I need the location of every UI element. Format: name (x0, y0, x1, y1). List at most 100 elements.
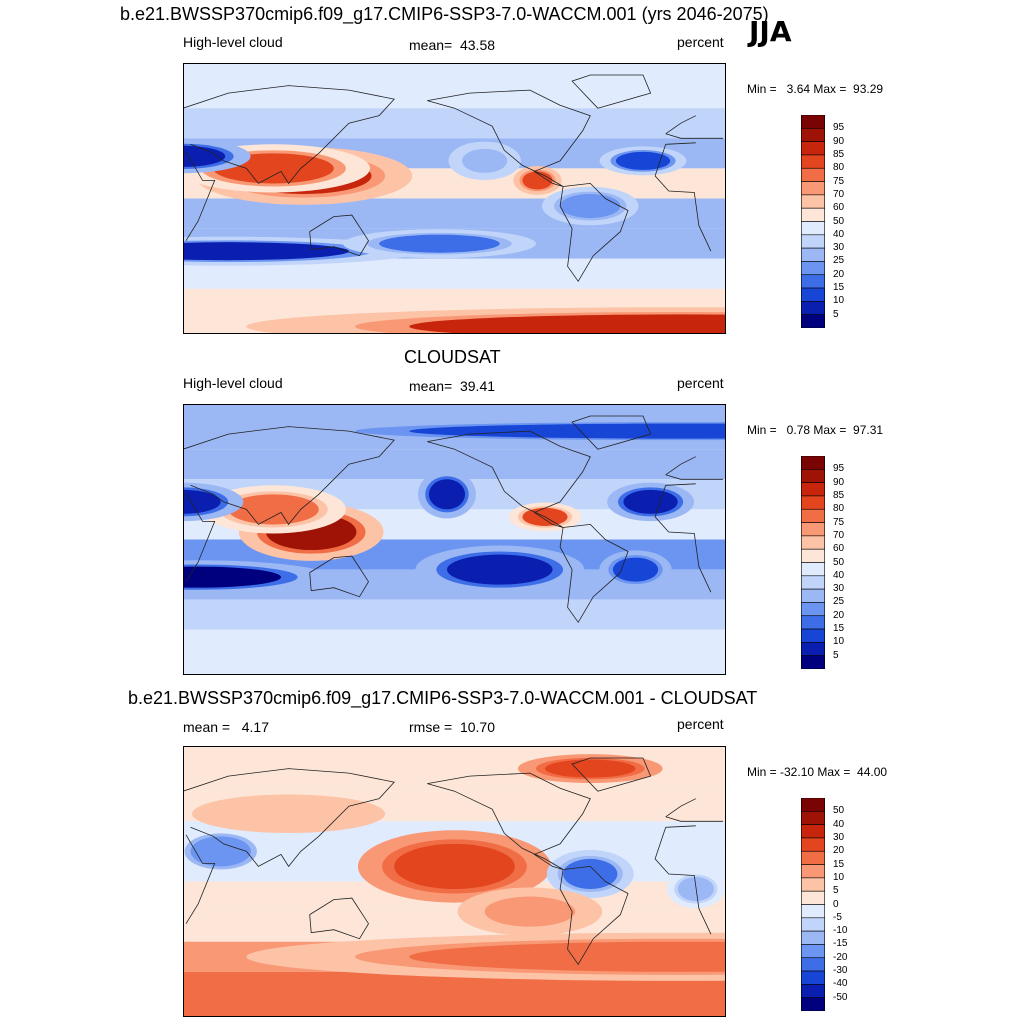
panel-3-colorbar-tick-14: -50 (833, 991, 848, 1003)
panel-3-colorbar-cell-13 (801, 970, 825, 985)
panel-3-map-frame (183, 746, 726, 1017)
panel-2-coastline-1 (559, 523, 629, 624)
panel-3-colorbar-tick-5: 10 (833, 871, 845, 883)
panel-1-coastline-0 (427, 89, 591, 187)
panel-2-colorbar-tick-1: 90 (833, 476, 845, 488)
panel-1-band-4 (183, 198, 726, 229)
panel-3-colorbar-cell-8 (801, 904, 825, 919)
panel-3-region-7-2 (484, 896, 576, 927)
panel-3-colorbar-cell-1 (801, 811, 825, 825)
panel-3-colorbar-cell-14 (801, 984, 825, 998)
panel-1-region-9-2 (462, 148, 508, 173)
panel-1-colorbar-tick-11: 20 (833, 268, 845, 280)
panel-2-colorbar-tick-7: 50 (833, 556, 845, 568)
panel-3-colorbar-cell-15 (801, 997, 825, 1011)
panel-1-coastline-2 (185, 142, 712, 252)
panel-1-units-label: percent (677, 34, 724, 50)
panel-2-colorbar (801, 456, 825, 669)
panel-1-coastline-5 (571, 74, 652, 109)
panel-1-colorbar-tick-2: 85 (833, 148, 845, 160)
panel-2-region-6-2 (428, 479, 466, 510)
panel-1-colorbar-cell-3 (801, 154, 825, 169)
panel-3-colorbar-cell-10 (801, 930, 825, 945)
panel-2-mean-label: mean= 39.41 (409, 378, 496, 394)
panel-2-coastline-0 (427, 430, 591, 528)
panel-2-band-6 (183, 599, 726, 630)
panel-2-colorbar-cell-8 (801, 562, 825, 577)
panel-3-colorbar-cell-12 (801, 957, 825, 972)
panel-1-colorbar-cell-7 (801, 207, 825, 222)
panel-3-coastline-4 (309, 897, 369, 940)
panel-3-region-1-2 (190, 836, 251, 867)
panel-1-colorbar-tick-6: 60 (833, 202, 845, 214)
panel-2-colorbar-cell-14 (801, 642, 825, 656)
panel-2-colorbar-cell-13 (801, 628, 825, 643)
panel-1-colorbar-cell-1 (801, 128, 825, 142)
panel-3-colorbar (801, 798, 825, 1011)
panel-2-colorbar-tick-8: 40 (833, 569, 845, 581)
panel-3-coastline-2 (185, 825, 712, 935)
panel-3-colorbar-cell-9 (801, 917, 825, 932)
panel-3-minmax-label: Min = -32.10 Max = 44.00 (747, 765, 888, 779)
panel-2-coastline-5 (571, 415, 652, 450)
panel-1-minmax-label: Min = 3.64 Max = 93.29 (747, 82, 884, 96)
panel-2-colorbar-cell-11 (801, 602, 825, 617)
panel-2-colorbar-tick-6: 60 (833, 543, 845, 555)
panel-3-colorbar-cell-5 (801, 864, 825, 879)
panel-2-colorbar-tick-12: 15 (833, 623, 845, 635)
panel-3-coastline-1 (559, 865, 629, 966)
panel-2-map-frame (183, 404, 726, 675)
panel-2-colorbar-tick-14: 5 (833, 649, 839, 661)
panel-2-colorbar-cell-10 (801, 588, 825, 603)
panel-1-colorbar-tick-1: 90 (833, 135, 845, 147)
panel-1-variable-label: High-level cloud (183, 34, 283, 50)
panel-2-colorbar-cell-9 (801, 575, 825, 590)
panel-3-colorbar-cell-2 (801, 824, 825, 839)
panel-1-title: b.e21.BWSSP370cmip6.f09_g17.CMIP6-SSP3-7… (120, 4, 769, 24)
panel-1-mean-label: mean= 43.58 (409, 37, 496, 53)
panel-2-colorbar-tick-2: 85 (833, 489, 845, 501)
panel-3-units-label: percent (677, 716, 724, 732)
panel-3-colorbar-tick-7: 0 (833, 898, 839, 910)
panel-3-colorbar-tick-4: 15 (833, 858, 845, 870)
panel-1-map-frame (183, 63, 726, 334)
panel-1-region-6-2 (615, 151, 671, 170)
panel-1-region-4-2 (183, 242, 349, 261)
panel-3-coastline-0 (427, 772, 591, 870)
panel-1-coastline-1 (559, 182, 629, 283)
panel-3-colorbar-tick-12: -30 (833, 965, 848, 977)
panel-3-coastline-3 (183, 768, 723, 868)
panel-2-region-8-2 (612, 557, 659, 582)
panel-2-colorbar-cell-0 (801, 456, 825, 470)
panel-1-colorbar-tick-3: 80 (833, 162, 845, 174)
panel-2-coastline-2 (185, 483, 712, 593)
panel-1-colorbar-tick-4: 75 (833, 175, 845, 187)
panel-3-colorbar-tick-0: 50 (833, 805, 845, 817)
panel-2-region-3-2 (183, 489, 221, 514)
panel-3-rmse-label: rmse = 10.70 (409, 719, 495, 735)
panel-1-colorbar-cell-0 (801, 115, 825, 129)
panel-1-colorbar-cell-4 (801, 167, 825, 182)
panel-3-region-0-2 (394, 843, 515, 890)
panel-2-colorbar-tick-13: 10 (833, 636, 845, 648)
panel-3-title: b.e21.BWSSP370cmip6.f09_g17.CMIP6-SSP3-7… (128, 688, 758, 708)
panel-1-colorbar-tick-12: 15 (833, 282, 845, 294)
panel-3-colorbar-tick-13: -40 (833, 978, 848, 990)
panel-2-region-1-2 (228, 494, 319, 525)
panel-2-units-label: percent (677, 375, 724, 391)
panel-3-coastline-5 (571, 757, 652, 792)
panel-1-region-5-2 (379, 234, 500, 253)
panel-1-colorbar-cell-6 (801, 194, 825, 209)
panel-1-colorbar (801, 115, 825, 328)
panel-3-colorbar-tick-8: -5 (833, 911, 842, 923)
panel-3-mean-label: mean = 4.17 (183, 719, 270, 735)
panel-3-colorbar-tick-3: 20 (833, 845, 845, 857)
panel-3-region-2-2 (563, 858, 618, 890)
panel-1-colorbar-cell-5 (801, 181, 825, 196)
panel-1-colorbar-tick-5: 70 (833, 188, 845, 200)
panel-2-colorbar-cell-7 (801, 548, 825, 563)
panel-3-colorbar-cell-6 (801, 877, 825, 892)
panel-1-colorbar-cell-2 (801, 141, 825, 156)
panel-3-map (183, 746, 726, 1017)
panel-1-colorbar-cell-14 (801, 301, 825, 315)
